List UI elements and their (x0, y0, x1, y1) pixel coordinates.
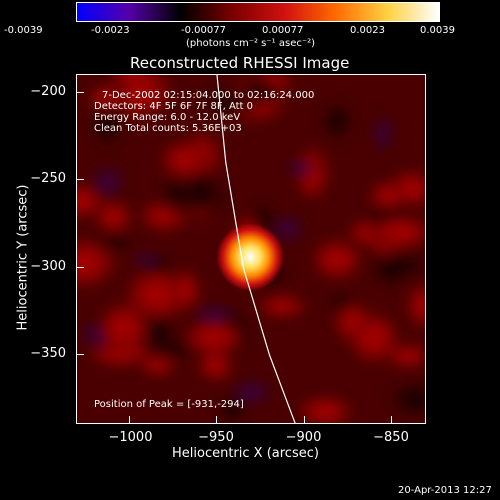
heatmap-structure (347, 311, 401, 365)
heatmap-structure (222, 373, 281, 411)
y-tick-label: −200 (30, 83, 66, 99)
heatmap-structure (374, 261, 406, 287)
info-line-4: Clean Total counts: 5.36E+03 (94, 123, 242, 134)
heatmap-structure (106, 75, 163, 87)
peak-source (216, 223, 285, 291)
heatmap-structure (85, 97, 130, 152)
x-tick-mark (391, 416, 392, 424)
heatmap-structure (126, 249, 168, 271)
heatmap-structure (84, 159, 132, 204)
heatmap-structure (368, 108, 398, 159)
heatmap-structure (139, 355, 176, 377)
heatmap-structure (170, 269, 201, 312)
heatmap-image: 7-Dec-2002 02:15:04.000 to 02:16:24.000D… (77, 75, 425, 423)
heatmap-structure (317, 97, 357, 145)
solar-limb-curve (216, 75, 296, 423)
heatmap-structure (257, 294, 308, 318)
colorbar (76, 2, 440, 22)
info-line-1: 7-Dec-2002 02:15:04.000 to 02:16:24.000 (102, 90, 314, 101)
info-line-3: Energy Range: 6.0 - 12.0 keV (94, 112, 240, 123)
heatmap-structure (241, 80, 291, 107)
y-tick-label: −300 (30, 258, 66, 274)
colorbar-gradient (77, 3, 439, 21)
heatmap-structure (311, 238, 363, 281)
colorbar-tick-4: 0.00077 (262, 25, 304, 36)
chart-title: Reconstructed RHESSI Image (130, 54, 350, 72)
colorbar-unit-label: (photons cm⁻² s⁻¹ asec⁻²) (186, 38, 316, 49)
x-axis-label: Heliocentric X (arcsec) (172, 446, 319, 461)
y-tick-label: −350 (30, 346, 66, 361)
y-tick-mark (76, 91, 84, 93)
plot-area: 7-Dec-2002 02:15:04.000 to 02:16:24.000 D… (76, 74, 426, 424)
heatmap-structure (368, 181, 408, 210)
colorbar-tick-1: -0.0039 (4, 25, 43, 36)
x-tick-mark (303, 416, 305, 424)
heatmap-structure (164, 171, 236, 222)
heatmap-structure (278, 157, 323, 181)
y-axis: −200 −250 −300 −350 (0, 0, 76, 500)
heatmap-structure (367, 214, 425, 251)
x-tick-label: −900 (285, 430, 322, 445)
x-tick-label: −850 (373, 430, 409, 445)
heatmap-structure (92, 232, 139, 253)
colorbar-tick-3: -0.00077 (181, 25, 226, 36)
colorbar-tick-5: 0.0023 (350, 25, 385, 36)
heatmap-structure (94, 199, 133, 234)
y-tick-mark (76, 179, 84, 180)
footer-date: 20-Apr-2013 12:27 (398, 485, 492, 496)
y-tick-mark (76, 354, 84, 355)
info-line-2: Detectors: 4F 5F 6F 7F 8F, Att 0 (94, 101, 253, 112)
heatmap-structure (383, 375, 425, 423)
colorbar-tick-2: -0.0023 (91, 25, 130, 36)
peak-position-label: Position of Peak = [-931,-294] (94, 399, 244, 410)
heatmap-structure (159, 139, 211, 181)
heatmap-structure (197, 349, 234, 382)
heatmap-structure (182, 318, 246, 357)
x-tick-label: −950 (198, 430, 234, 445)
heatmap-structure (97, 301, 151, 356)
colorbar-tick-6: 0.0039 (420, 25, 455, 36)
heatmap-structure (406, 283, 425, 328)
heatmap-structure (297, 395, 353, 423)
x-tick-mark (128, 416, 130, 424)
y-tick-mark (76, 266, 84, 268)
y-tick-label: −250 (30, 171, 66, 186)
x-tick-label: −1000 (108, 430, 153, 445)
y-axis-label: Heliocentric Y (arcsec) (15, 184, 31, 331)
x-tick-mark (216, 416, 217, 424)
